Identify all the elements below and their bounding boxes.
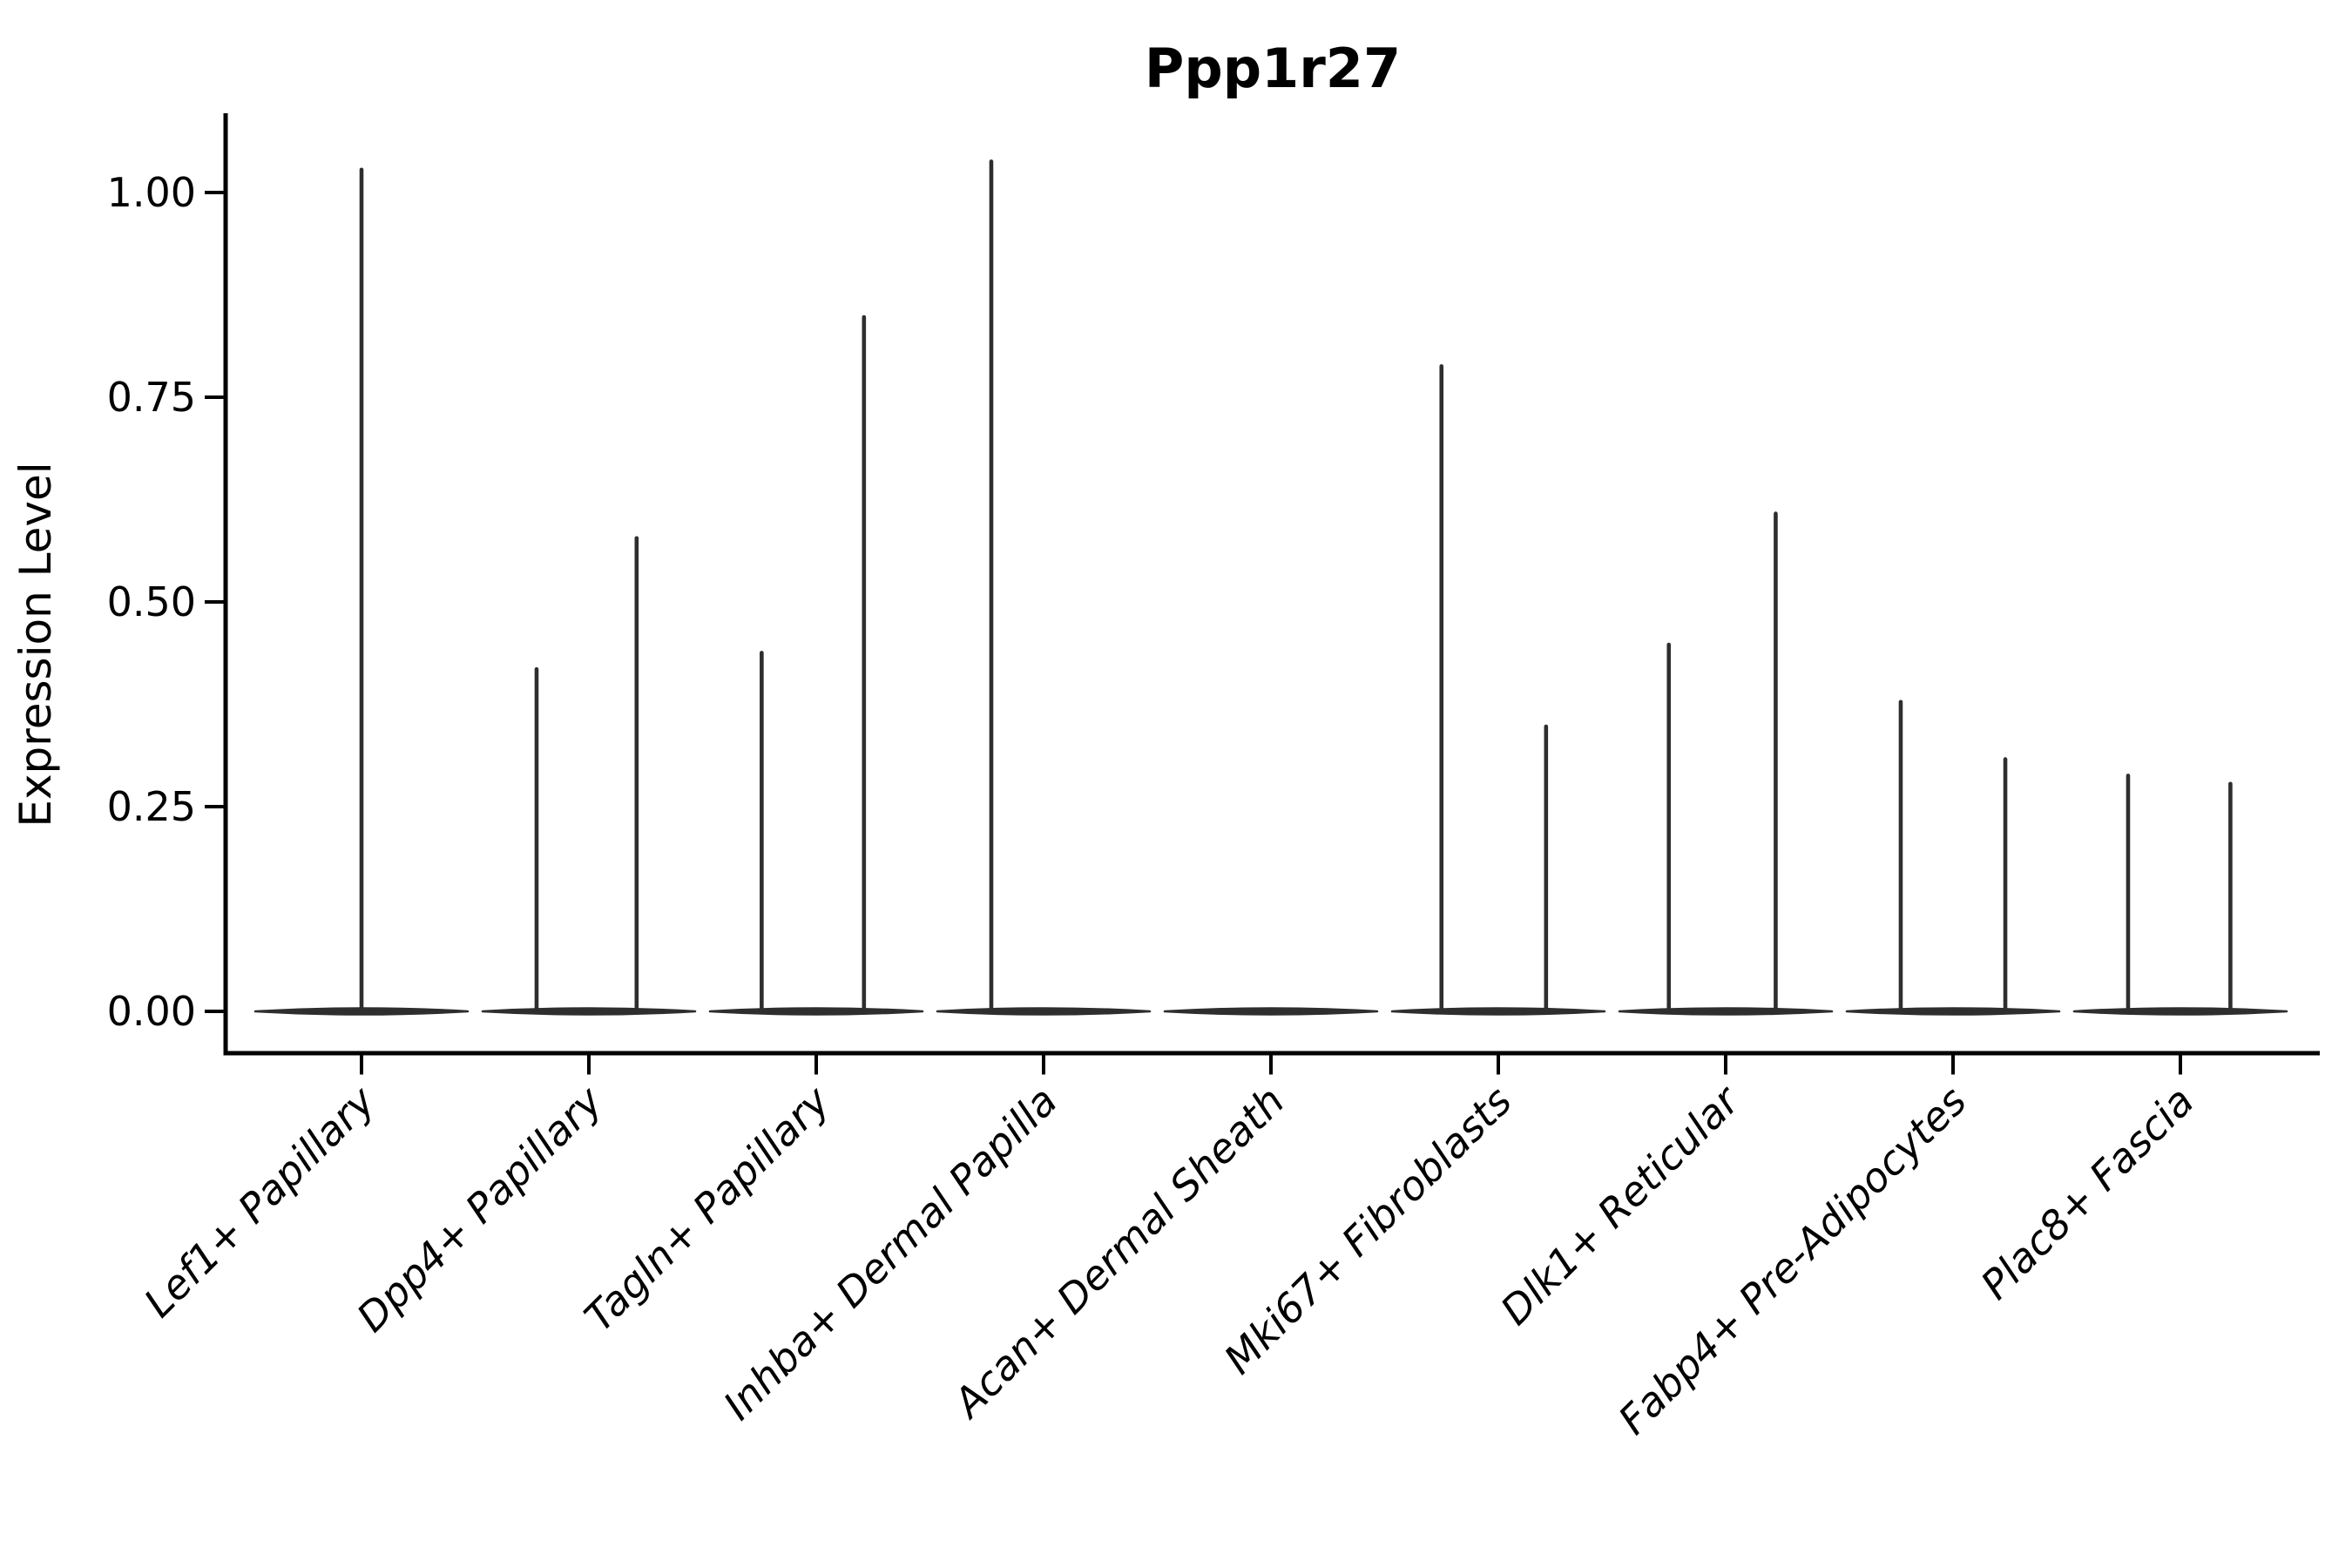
x-tick-label: Dpp4+ Papillary — [348, 1077, 612, 1341]
violin-group — [708, 314, 924, 1016]
violin-body — [708, 1007, 924, 1016]
violin-group — [481, 536, 697, 1016]
chart-title: Ppp1r27 — [1145, 37, 1401, 100]
violin-body — [253, 1007, 470, 1016]
violin-body — [1618, 1007, 1834, 1016]
violin-group — [936, 159, 1152, 1016]
violin-body — [936, 1007, 1152, 1016]
violins — [253, 159, 2288, 1016]
violin-group — [2072, 774, 2288, 1016]
violin-body — [1163, 1007, 1379, 1016]
violin-body — [1390, 1007, 1606, 1016]
x-tick-label: Plac8+ Fascia — [1971, 1078, 2202, 1308]
violin-group — [1390, 364, 1606, 1016]
violin-group — [1163, 1007, 1379, 1016]
x-tick-label: Tagln+ Papillary — [575, 1077, 839, 1341]
y-tick-label: 0.00 — [107, 988, 196, 1035]
x-tick-label: Dlk1+ Reticular — [1491, 1075, 1750, 1334]
violin-group — [253, 167, 470, 1016]
y-tick-label: 0.25 — [107, 783, 196, 830]
y-tick-label: 1.00 — [107, 169, 196, 216]
y-tick-label: 0.50 — [107, 578, 196, 625]
y-axis-label: Expression Level — [10, 462, 61, 827]
violin-body — [1845, 1007, 2061, 1016]
violin-group — [1845, 700, 2061, 1016]
violin-body — [2072, 1007, 2288, 1016]
x-tick-label: Lef1+ Papillary — [135, 1077, 384, 1326]
axes: 0.00 0.25 0.50 0.75 1.00 Lef1+ PapillaryDpp4+… — [107, 113, 2320, 1443]
violin-group — [1618, 511, 1834, 1016]
y-tick-label: 0.75 — [107, 374, 196, 421]
violin-body — [481, 1007, 697, 1016]
